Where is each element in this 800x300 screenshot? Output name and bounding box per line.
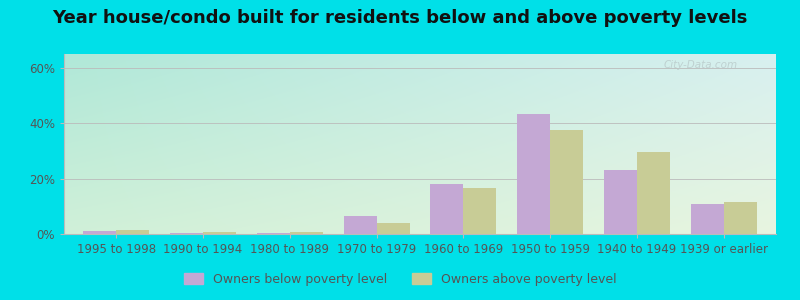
- Bar: [83, 231, 116, 234]
- Bar: [203, 232, 236, 234]
- Bar: [691, 203, 724, 234]
- Bar: [377, 223, 410, 234]
- Bar: [257, 232, 290, 234]
- Bar: [116, 230, 149, 234]
- Bar: [518, 113, 550, 234]
- Bar: [550, 130, 583, 234]
- Bar: [604, 170, 637, 234]
- Bar: [724, 202, 757, 234]
- Bar: [430, 184, 463, 234]
- Text: Year house/condo built for residents below and above poverty levels: Year house/condo built for residents bel…: [52, 9, 748, 27]
- Legend: Owners below poverty level, Owners above poverty level: Owners below poverty level, Owners above…: [179, 268, 621, 291]
- Bar: [637, 152, 670, 234]
- Text: City-Data.com: City-Data.com: [664, 60, 738, 70]
- Bar: [290, 232, 322, 234]
- Bar: [170, 232, 203, 234]
- Bar: [463, 188, 497, 234]
- Bar: [343, 216, 377, 234]
